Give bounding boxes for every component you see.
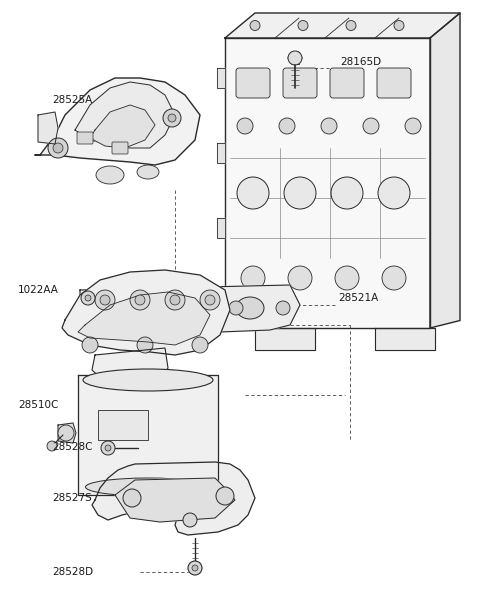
Ellipse shape bbox=[236, 297, 264, 319]
Ellipse shape bbox=[96, 166, 124, 184]
Circle shape bbox=[53, 143, 63, 153]
Circle shape bbox=[405, 118, 421, 134]
Circle shape bbox=[284, 177, 316, 209]
Text: 28165D: 28165D bbox=[340, 57, 381, 67]
Circle shape bbox=[331, 177, 363, 209]
Circle shape bbox=[346, 21, 356, 30]
Circle shape bbox=[394, 21, 404, 30]
Text: 28510C: 28510C bbox=[18, 400, 59, 410]
Circle shape bbox=[105, 445, 111, 451]
Circle shape bbox=[192, 565, 198, 571]
Polygon shape bbox=[255, 328, 315, 350]
Circle shape bbox=[335, 266, 359, 290]
Circle shape bbox=[48, 138, 68, 158]
Polygon shape bbox=[217, 143, 225, 163]
Polygon shape bbox=[375, 328, 435, 350]
Circle shape bbox=[168, 114, 176, 122]
Ellipse shape bbox=[191, 297, 219, 319]
Circle shape bbox=[100, 295, 110, 305]
Text: 28528C: 28528C bbox=[52, 442, 93, 452]
FancyBboxPatch shape bbox=[236, 68, 270, 98]
FancyBboxPatch shape bbox=[77, 132, 93, 144]
Ellipse shape bbox=[101, 297, 129, 319]
Circle shape bbox=[165, 290, 185, 310]
Polygon shape bbox=[92, 348, 168, 382]
Polygon shape bbox=[115, 478, 235, 522]
Circle shape bbox=[288, 51, 302, 65]
Polygon shape bbox=[58, 423, 76, 443]
Polygon shape bbox=[217, 68, 225, 88]
Circle shape bbox=[123, 489, 141, 507]
Circle shape bbox=[182, 301, 196, 315]
Polygon shape bbox=[92, 462, 255, 535]
Circle shape bbox=[163, 109, 181, 127]
Circle shape bbox=[216, 487, 234, 505]
Circle shape bbox=[135, 295, 145, 305]
Circle shape bbox=[378, 177, 410, 209]
Polygon shape bbox=[38, 112, 58, 144]
Circle shape bbox=[276, 301, 290, 315]
Polygon shape bbox=[80, 285, 300, 332]
Polygon shape bbox=[62, 270, 230, 355]
Polygon shape bbox=[225, 38, 430, 328]
Circle shape bbox=[88, 301, 102, 315]
Circle shape bbox=[95, 290, 115, 310]
Circle shape bbox=[229, 301, 243, 315]
Circle shape bbox=[205, 295, 215, 305]
Circle shape bbox=[188, 561, 202, 575]
Polygon shape bbox=[75, 82, 175, 148]
Polygon shape bbox=[78, 292, 210, 345]
Circle shape bbox=[130, 290, 150, 310]
Circle shape bbox=[135, 301, 149, 315]
FancyBboxPatch shape bbox=[283, 68, 317, 98]
Circle shape bbox=[47, 441, 57, 451]
Polygon shape bbox=[217, 218, 225, 238]
Circle shape bbox=[101, 441, 115, 455]
Ellipse shape bbox=[85, 478, 211, 496]
Circle shape bbox=[363, 118, 379, 134]
Polygon shape bbox=[430, 13, 460, 328]
Ellipse shape bbox=[137, 165, 159, 179]
FancyBboxPatch shape bbox=[98, 410, 148, 440]
Circle shape bbox=[170, 295, 180, 305]
Circle shape bbox=[82, 337, 98, 353]
Circle shape bbox=[237, 118, 253, 134]
Circle shape bbox=[137, 337, 153, 353]
Polygon shape bbox=[90, 105, 155, 148]
Text: 28521A: 28521A bbox=[338, 293, 378, 303]
FancyBboxPatch shape bbox=[377, 68, 411, 98]
Circle shape bbox=[237, 177, 269, 209]
Polygon shape bbox=[35, 78, 200, 165]
Circle shape bbox=[85, 295, 91, 301]
Polygon shape bbox=[225, 13, 460, 38]
Circle shape bbox=[58, 425, 74, 441]
Circle shape bbox=[382, 266, 406, 290]
FancyBboxPatch shape bbox=[112, 142, 128, 154]
Text: 28527S: 28527S bbox=[52, 493, 92, 503]
Circle shape bbox=[81, 291, 95, 305]
Circle shape bbox=[200, 290, 220, 310]
Circle shape bbox=[183, 513, 197, 527]
Ellipse shape bbox=[146, 297, 174, 319]
Circle shape bbox=[321, 118, 337, 134]
Circle shape bbox=[192, 337, 208, 353]
Text: 28525A: 28525A bbox=[52, 95, 92, 105]
Polygon shape bbox=[78, 375, 218, 495]
Circle shape bbox=[241, 266, 265, 290]
FancyBboxPatch shape bbox=[330, 68, 364, 98]
Circle shape bbox=[250, 21, 260, 30]
Text: 28528D: 28528D bbox=[52, 567, 93, 577]
Text: 1022AA: 1022AA bbox=[18, 285, 59, 295]
Circle shape bbox=[288, 266, 312, 290]
Circle shape bbox=[279, 118, 295, 134]
Circle shape bbox=[298, 21, 308, 30]
Ellipse shape bbox=[83, 369, 213, 391]
